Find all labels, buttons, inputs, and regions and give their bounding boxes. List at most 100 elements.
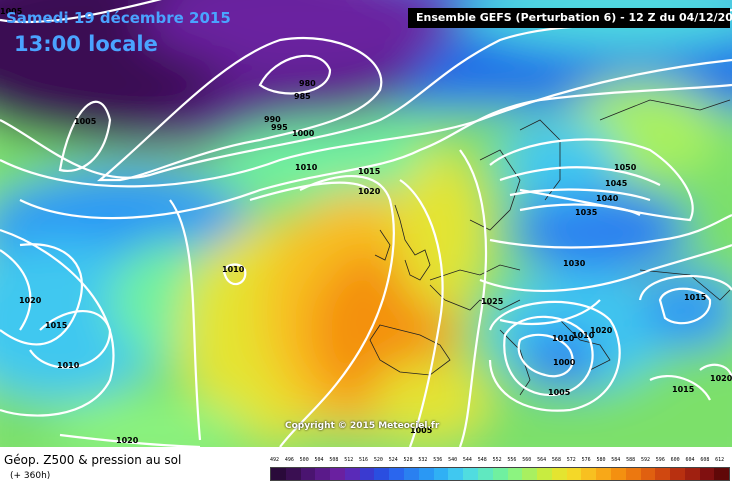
scale-swatch xyxy=(433,468,449,480)
scale-swatch xyxy=(404,468,419,480)
scale-swatch xyxy=(699,468,715,480)
scale-swatch xyxy=(330,468,345,480)
scale-swatch xyxy=(640,468,656,480)
scale-value: 548 xyxy=(477,457,487,463)
isobar-label: 1020 xyxy=(358,187,381,196)
isobar-label: 1020 xyxy=(710,374,732,383)
scale-swatch xyxy=(492,468,508,480)
scale-swatch xyxy=(374,468,390,480)
isobar-label: 980 xyxy=(299,79,316,88)
isobar-labels: 1005 980 985 990 995 1000 1005 1010 1015… xyxy=(0,7,732,445)
scale-swatch xyxy=(448,468,464,480)
scale-swatch xyxy=(610,468,626,480)
isobar-label: 1015 xyxy=(45,321,68,330)
isobar-label: 1010 xyxy=(552,334,575,343)
scale-swatch xyxy=(714,468,730,480)
scale-value: 512 xyxy=(344,457,354,463)
copyright: Copyright © 2015 Meteociel.fr xyxy=(285,421,440,431)
isobar-label: 1005 xyxy=(74,117,97,126)
scale-swatch xyxy=(300,468,316,480)
isobars xyxy=(0,0,732,447)
scale-value: 524 xyxy=(388,457,398,463)
isobar-label: 1020 xyxy=(19,296,42,305)
scale-value: 588 xyxy=(626,457,636,463)
forecast-time: 13:00 locale xyxy=(14,32,158,56)
scale-swatch xyxy=(655,468,671,480)
isobar-label: 1050 xyxy=(614,163,637,172)
scale-swatch xyxy=(271,468,286,480)
isobar-label: 1020 xyxy=(116,436,139,445)
weather-map: 1005 980 985 990 995 1000 1005 1010 1015… xyxy=(0,0,732,447)
isobar-label: 1020 xyxy=(590,326,613,335)
scale-value: 564 xyxy=(537,457,547,463)
isobar-label: 1015 xyxy=(672,385,695,394)
scale-value: 560 xyxy=(522,457,532,463)
scale-swatch xyxy=(522,468,538,480)
isobar-label: 1005 xyxy=(0,7,23,16)
scale-value: 520 xyxy=(373,457,383,463)
scale-value: 604 xyxy=(685,457,695,463)
scale-swatch xyxy=(344,468,360,480)
scale-value: 552 xyxy=(492,457,502,463)
scale-value: 536 xyxy=(433,457,443,463)
scale-value: 608 xyxy=(700,457,710,463)
scale-value: 504 xyxy=(314,457,324,463)
scale-value: 568 xyxy=(551,457,561,463)
isobar-label: 1010 xyxy=(295,163,318,172)
scale-value: 600 xyxy=(670,457,680,463)
scale-value: 532 xyxy=(418,457,428,463)
scale-value: 612 xyxy=(715,457,725,463)
scale-value: 496 xyxy=(284,457,294,463)
scale-value: 592 xyxy=(640,457,650,463)
scale-swatch xyxy=(551,468,567,480)
scale-value: 528 xyxy=(403,457,413,463)
scale-swatch xyxy=(537,468,552,480)
isobar-label: 1015 xyxy=(358,167,381,176)
isobar-label: 1005 xyxy=(410,426,433,435)
map-canvas: 1005 980 985 990 995 1000 1005 1010 1015… xyxy=(0,0,732,447)
scale-value: 516 xyxy=(359,457,369,463)
isobar-label: 1000 xyxy=(292,129,315,138)
scale-value: 544 xyxy=(462,457,472,463)
color-scale xyxy=(270,467,730,481)
scale-swatch xyxy=(359,468,375,480)
scale-swatch xyxy=(315,468,331,480)
isobar-label: 1010 xyxy=(57,361,80,370)
scale-swatch xyxy=(684,468,700,480)
isobar-label: 1000 xyxy=(553,358,576,367)
scale-swatch xyxy=(389,468,405,480)
isobar-label: 1035 xyxy=(575,208,598,217)
scale-swatch xyxy=(463,468,478,480)
scale-value: 576 xyxy=(581,457,591,463)
scale-value: 584 xyxy=(611,457,621,463)
scale-swatch xyxy=(566,468,582,480)
scale-value: 540 xyxy=(448,457,458,463)
scale-swatch xyxy=(581,468,597,480)
scale-value: 508 xyxy=(329,457,339,463)
isobar-label: 1010 xyxy=(572,331,595,340)
isobar-label: 990 xyxy=(264,115,281,124)
isobar-label: 1040 xyxy=(596,194,619,203)
scale-value: 492 xyxy=(270,457,280,463)
isobar-label: 1025 xyxy=(481,297,504,306)
scale-swatch xyxy=(670,468,685,480)
isobar-label: 995 xyxy=(271,123,288,132)
scale-value: 500 xyxy=(299,457,309,463)
scale-value: 572 xyxy=(566,457,576,463)
isobar-label: 1010 xyxy=(222,265,245,274)
scale-swatch xyxy=(285,468,301,480)
isobar-label: 985 xyxy=(294,92,311,101)
map-caption: Géop. Z500 & pression au sol xyxy=(4,453,182,467)
scale-value: 556 xyxy=(507,457,517,463)
isobar-label: 1005 xyxy=(548,388,571,397)
isobar-label: 1030 xyxy=(563,259,586,268)
scale-swatch xyxy=(477,468,493,480)
scale-swatch xyxy=(418,468,434,480)
scale-swatch xyxy=(625,468,641,480)
forecast-date: Samedi 19 décembre 2015 xyxy=(6,9,231,27)
isobar-label: 1015 xyxy=(684,293,707,302)
run-info: Ensemble GEFS (Perturbation 6) - 12 Z du… xyxy=(408,8,732,28)
isobar-label: 1045 xyxy=(605,179,628,188)
lead-time: (+ 360h) xyxy=(10,471,51,481)
scale-swatch xyxy=(596,468,611,480)
